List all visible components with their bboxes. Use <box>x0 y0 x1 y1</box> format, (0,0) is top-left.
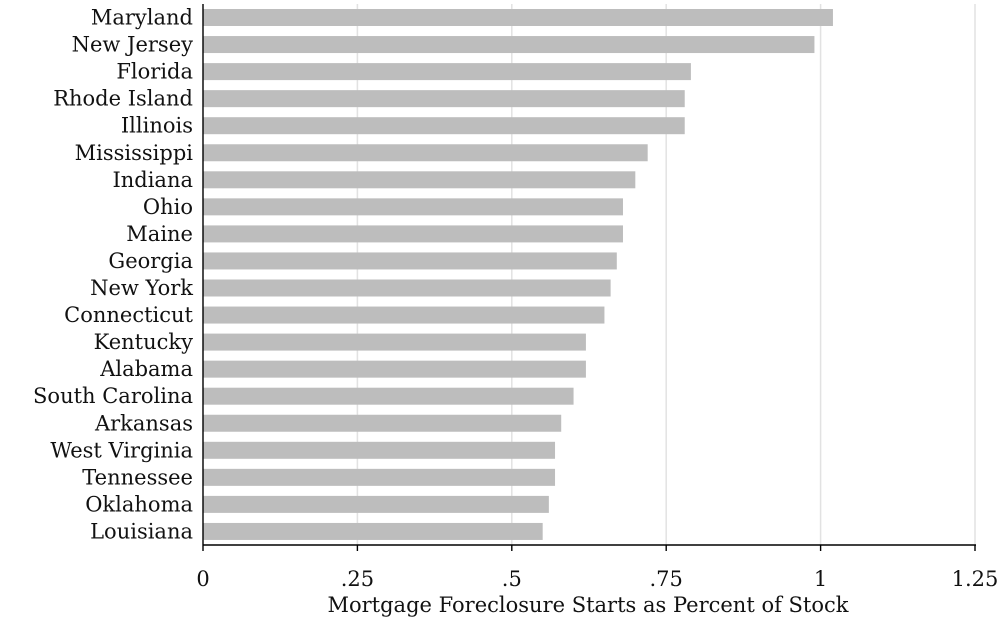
x-tick-label: 0 <box>196 567 209 591</box>
bar <box>203 9 833 26</box>
category-label: West Virginia <box>50 438 193 462</box>
bar <box>203 144 648 162</box>
bars <box>203 9 833 540</box>
x-tick-label: .25 <box>341 567 374 591</box>
category-label: Rhode Island <box>53 87 193 111</box>
bar <box>203 90 685 108</box>
category-labels: Maryland New Jersey Florida Rhode Island Ill… <box>33 6 194 544</box>
bar <box>203 468 556 486</box>
bar <box>203 522 543 540</box>
category-label: Maryland <box>91 6 193 30</box>
bar <box>203 36 815 54</box>
x-ticks: 0 .25 .5 .75 1 1.25 <box>196 545 998 591</box>
category-label: Florida <box>116 60 193 84</box>
category-label: Mississippi <box>75 141 194 165</box>
category-label: Indiana <box>112 168 193 192</box>
category-label: New Jersey <box>72 33 194 57</box>
bar <box>203 225 623 243</box>
x-tick-label: .75 <box>649 567 682 591</box>
category-label: Ohio <box>143 195 193 219</box>
bar <box>203 441 556 459</box>
category-label: Georgia <box>108 249 193 273</box>
bar <box>203 306 605 324</box>
category-label: Illinois <box>121 114 193 138</box>
category-label: South Carolina <box>33 384 193 408</box>
bar <box>203 414 562 432</box>
gridlines <box>356 4 976 545</box>
bar <box>203 495 549 513</box>
bar <box>203 171 636 189</box>
category-label: Louisiana <box>90 519 193 543</box>
bar <box>203 279 611 297</box>
bar <box>203 117 685 135</box>
category-label: Alabama <box>99 357 193 381</box>
axes <box>202 4 976 546</box>
category-label: Maine <box>126 222 193 246</box>
bar <box>203 198 623 216</box>
bar <box>203 387 574 405</box>
x-tick-label: 1 <box>814 567 827 591</box>
category-label: Tennessee <box>82 465 193 489</box>
category-label: Kentucky <box>94 330 194 354</box>
bar <box>203 360 586 378</box>
bar <box>203 63 691 81</box>
x-tick-label: 1.25 <box>952 567 999 591</box>
bar <box>203 252 617 270</box>
x-tick-label: .5 <box>502 567 522 591</box>
bar <box>203 333 586 351</box>
category-label: New York <box>90 276 193 300</box>
category-label: Arkansas <box>94 411 193 435</box>
category-label: Connecticut <box>64 303 193 327</box>
category-label: Oklahoma <box>85 492 193 516</box>
x-axis-title: Mortgage Foreclosure Starts as Percent o… <box>327 593 848 617</box>
